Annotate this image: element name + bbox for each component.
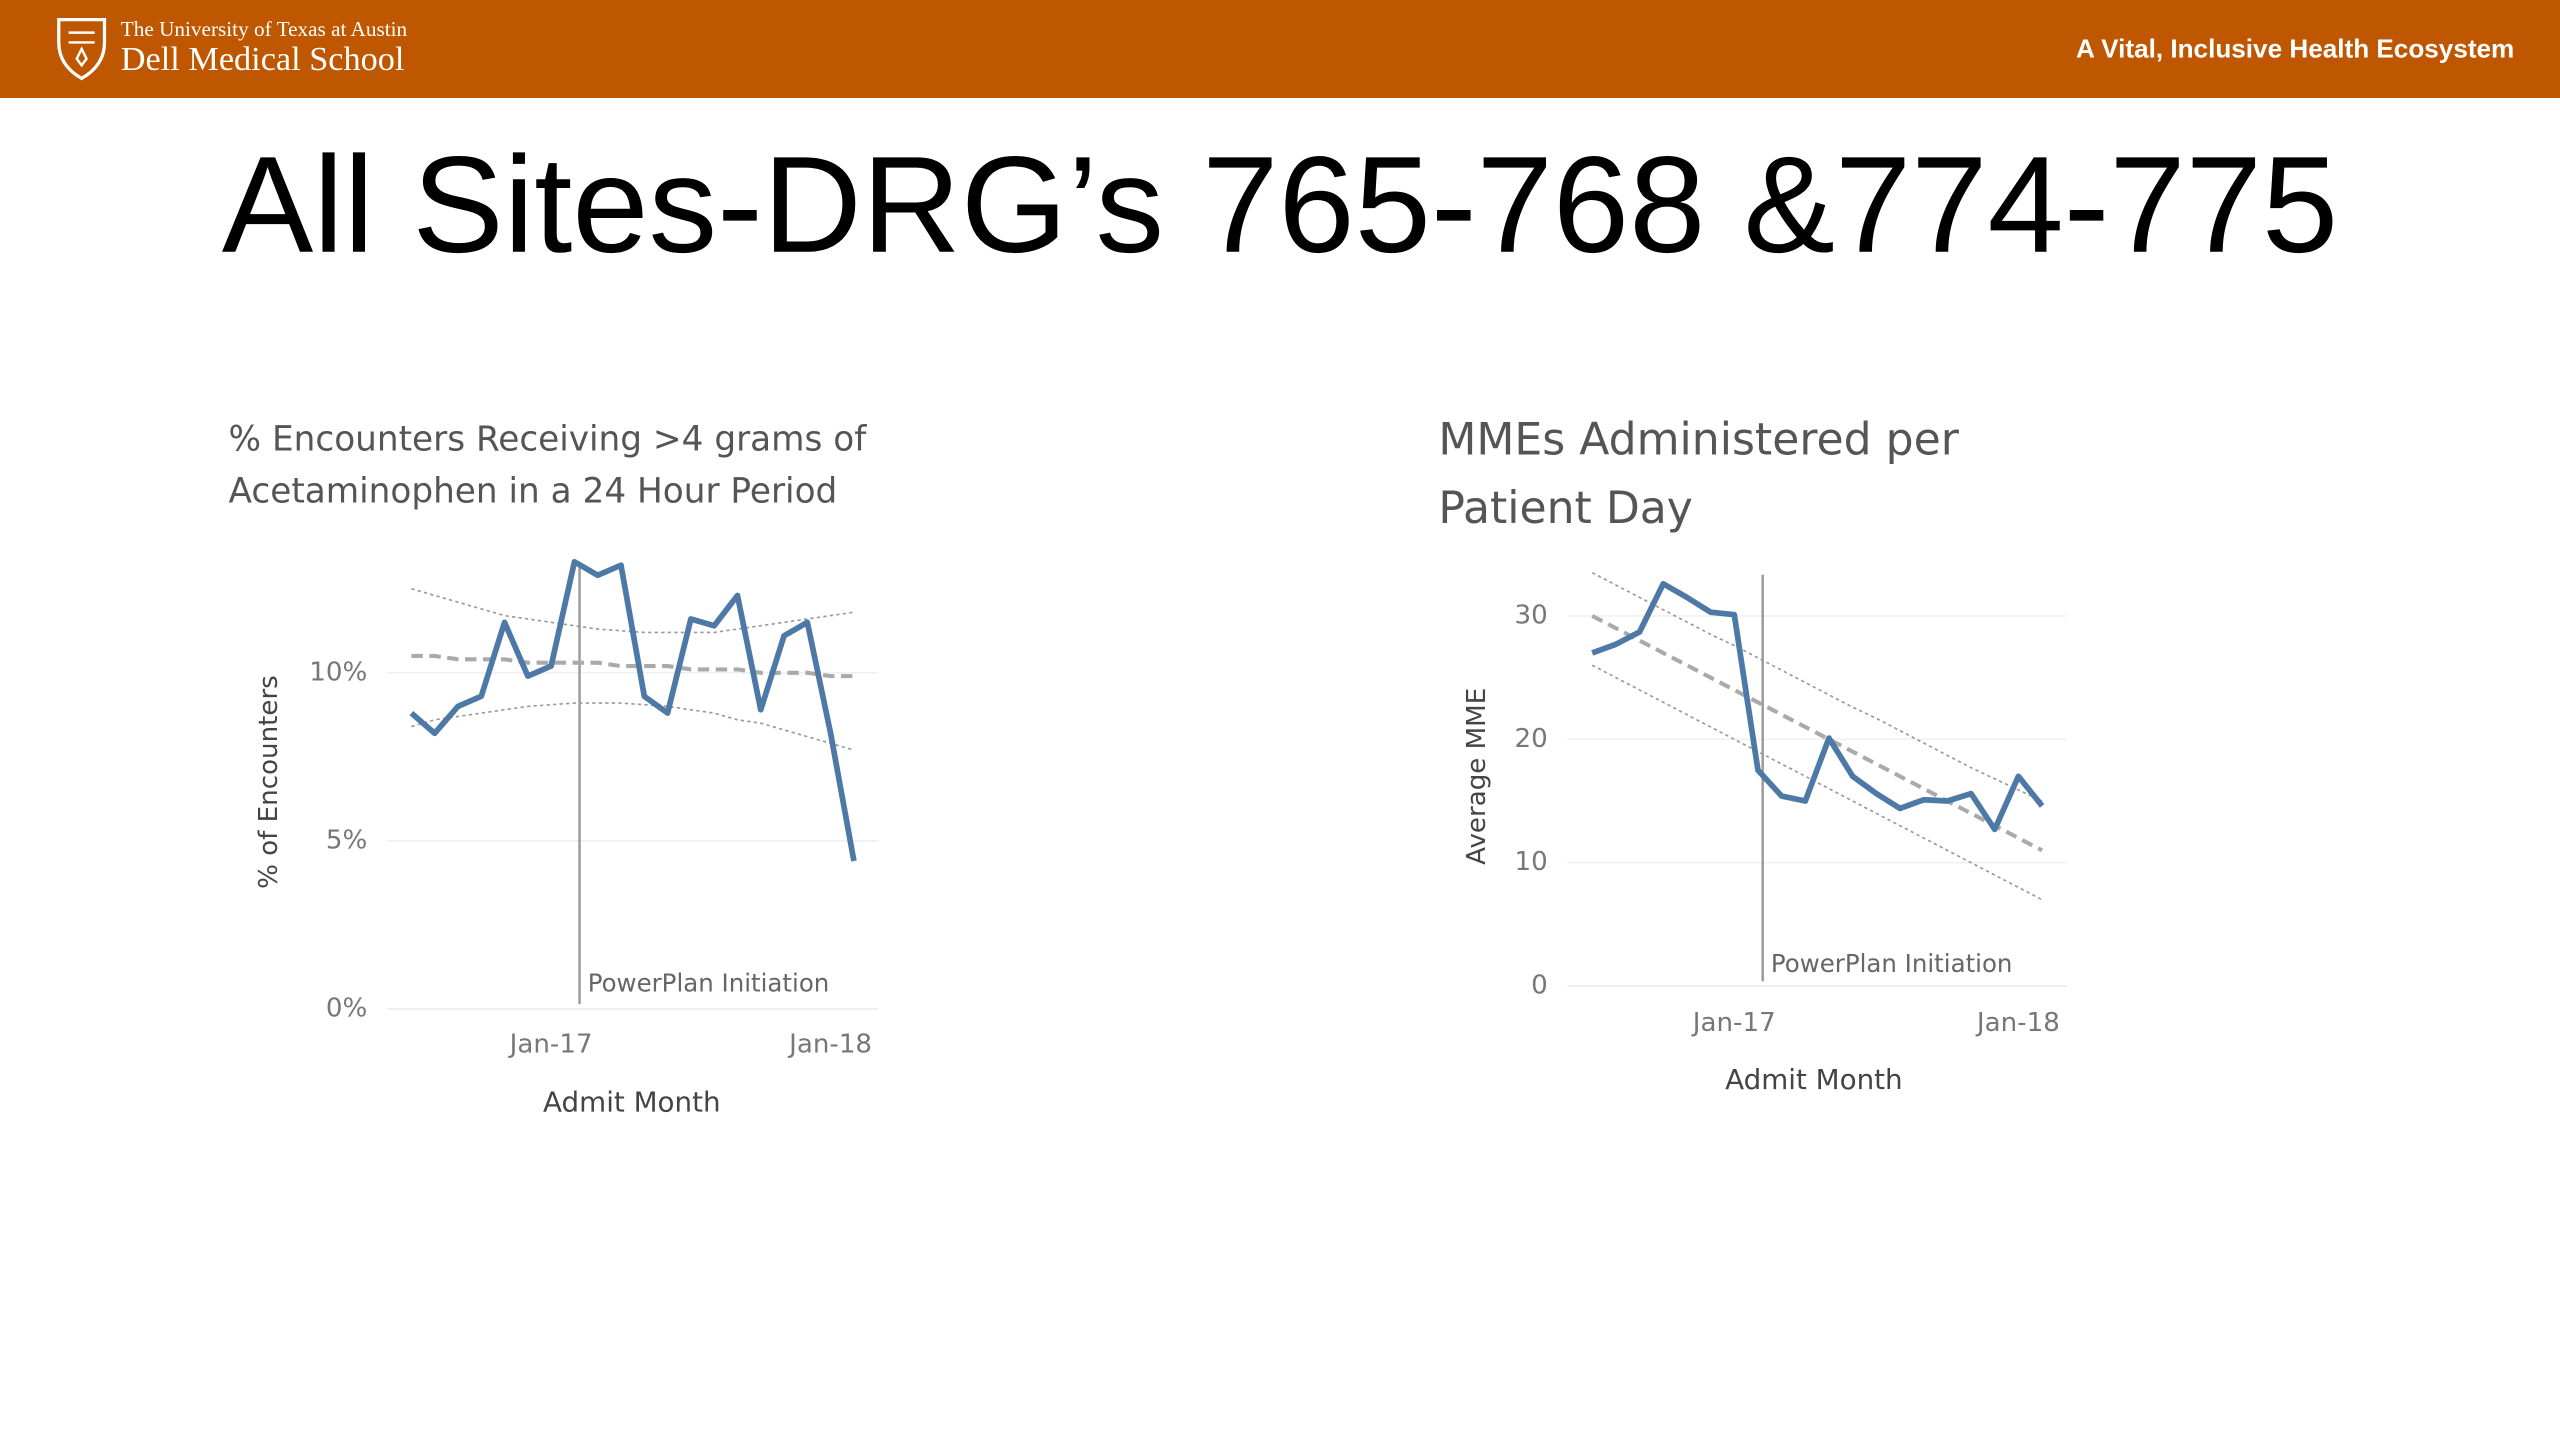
trend-line <box>1591 614 2044 853</box>
annotation-text: PowerPlan Initiation <box>1771 949 2013 978</box>
y-tick-label: 20 <box>1515 724 1548 754</box>
x-axis-label: Admit Month <box>543 1086 721 1119</box>
chart: % Encounters Receiving >4 grams of Acetam… <box>229 419 879 1119</box>
chart-title: % Encounters Receiving >4 grams of <box>229 419 868 459</box>
chart-title: Acetaminophen in a 24 Hour Period <box>229 472 838 512</box>
x-tick-label: Jan-17 <box>508 1029 593 1059</box>
tagline: A Vital, Inclusive Health Ecosystem <box>2076 34 2514 64</box>
shield <box>57 17 107 81</box>
x-tick-label: Jan-17 <box>1691 1008 1776 1038</box>
y-axis-label: % of Encounters <box>254 675 284 889</box>
university: The University of Texas at Austin <box>121 17 408 41</box>
y-tick-label: 10% <box>309 657 367 687</box>
school: Dell Medical School <box>121 40 405 78</box>
x-tick-label: Jan-18 <box>1975 1008 2060 1038</box>
chart: MMEs Administered per Patient Day 0 10 20 30 J… <box>1438 414 2067 1096</box>
confidence-band <box>411 702 855 751</box>
annotation-text: PowerPlan Initiation <box>588 968 830 997</box>
y-tick-label: 0 <box>1531 971 1548 1001</box>
shield-mark <box>68 31 95 68</box>
y-tick-label: 0% <box>326 993 367 1023</box>
data-line <box>1591 580 2045 833</box>
confidence-band <box>1591 664 2043 901</box>
y-tick-label: 10 <box>1515 847 1548 877</box>
x-tick-label: Jan-18 <box>787 1029 872 1059</box>
data-line <box>409 558 857 862</box>
y-tick-label: 30 <box>1515 600 1548 630</box>
y-tick-label: 5% <box>326 825 367 855</box>
x-axis-label: Admit Month <box>1725 1063 1903 1096</box>
chart-title: Patient Day <box>1438 483 1693 534</box>
chart-title: MMEs Administered per <box>1438 414 1959 465</box>
y-axis-label: Average MME <box>1462 688 1492 865</box>
confidence-band <box>411 587 855 634</box>
trend-line <box>411 653 854 679</box>
logo <box>57 17 107 81</box>
slide-title: All Sites-DRG’s 765-768 &774-775 <box>222 129 2338 282</box>
header-bar <box>0 0 2560 98</box>
